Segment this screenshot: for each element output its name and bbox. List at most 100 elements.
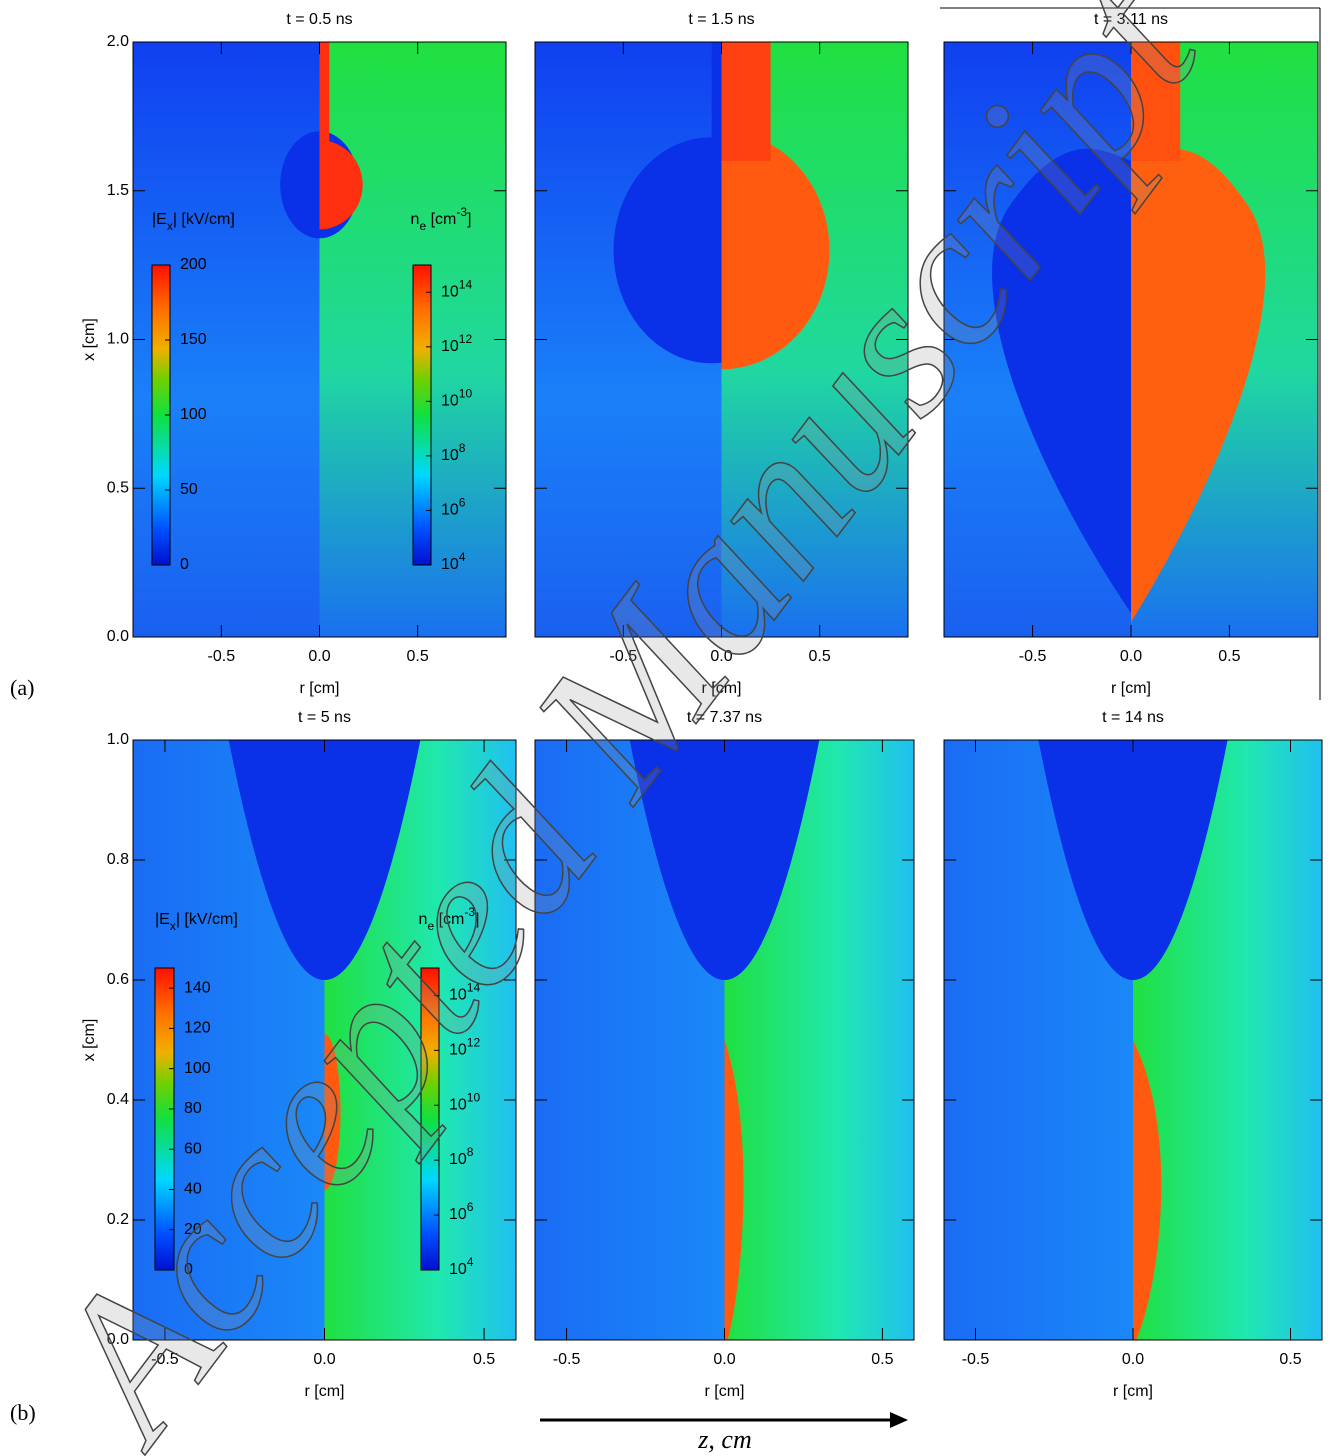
panel-label: (b) — [10, 1400, 36, 1425]
panel-title: t = 14 ns — [1102, 709, 1164, 726]
colorbar-tick-label: 1010 — [441, 387, 472, 410]
field-shape — [319, 140, 363, 230]
tick-exponent: 10 — [459, 387, 473, 401]
field-shape — [324, 1034, 341, 1190]
colorbar — [420, 967, 440, 1271]
colorbar-title-part: x — [167, 219, 173, 233]
colorbar-title-part: | [kV/cm] — [176, 911, 238, 928]
y-tick-label: 1.5 — [107, 182, 129, 199]
panel-label: (a) — [10, 675, 34, 700]
tick-base: 10 — [449, 1261, 467, 1278]
x-tick-label: 0.0 — [1122, 1351, 1144, 1368]
tick-exponent: 6 — [467, 1200, 474, 1214]
x-tick-label: 0.5 — [1218, 648, 1240, 665]
field-shape — [1038, 740, 1228, 980]
tick-exponent: 12 — [459, 332, 473, 346]
x-tick-label: -0.5 — [208, 648, 236, 665]
colorbar-tick-label: 106 — [449, 1200, 474, 1223]
x-tick-label: -0.5 — [553, 1351, 581, 1368]
tick-exponent: 8 — [467, 1145, 474, 1159]
colorbar-tick-label: 0 — [184, 1261, 193, 1278]
y-tick-label: 0.0 — [107, 1331, 129, 1348]
x-tick-label: 0.5 — [473, 1351, 495, 1368]
colorbar-tick-label: 60 — [184, 1140, 202, 1157]
colorbar-title-part: [cm — [434, 911, 464, 928]
panel-title: t = 0.5 ns — [286, 11, 352, 28]
field-shape — [228, 740, 421, 980]
panel-title: t = 1.5 ns — [688, 11, 754, 28]
colorbar-tick-label: 104 — [449, 1255, 474, 1278]
z-arrow-head — [890, 1412, 908, 1428]
tick-base: 10 — [449, 987, 467, 1004]
colorbar — [154, 967, 175, 1271]
colorbar-title-part: | [kV/cm] — [173, 211, 235, 228]
colorbar-title-part: n — [411, 211, 420, 228]
panels: -0.5 0.0 0.5 0.0 0.5 1.0 1.5 2.0 t = 0.5 ns r [cm… — [81, 11, 1323, 1400]
x-axis-label: r [cm] — [1113, 1383, 1153, 1400]
colorbar-tick-label: 1014 — [449, 981, 480, 1004]
field-map — [944, 42, 1318, 637]
colorbar-title-part: [cm — [426, 211, 456, 228]
x-tick-label: 0.0 — [308, 648, 330, 665]
tick-exponent: 6 — [459, 496, 466, 510]
colorbar-title-part: -3 — [456, 205, 467, 219]
y-tick-label: 0.8 — [107, 851, 129, 868]
x-axis-label: r [cm] — [1111, 680, 1151, 697]
colorbar-tick-label: 20 — [184, 1221, 202, 1238]
tick-base: 10 — [449, 1151, 467, 1168]
colorbar-tick-label: 120 — [184, 1020, 211, 1037]
y-tick-label: 0.6 — [107, 971, 129, 988]
x-tick-label: 0.5 — [809, 648, 831, 665]
field-shape — [629, 740, 820, 980]
colorbar-tick-label: 108 — [441, 441, 466, 464]
y-axis-label: x [cm] — [81, 318, 98, 361]
colorbar-title-part: |E — [152, 211, 167, 228]
y-axis-label: x [cm] — [81, 1019, 98, 1062]
colorbar-title: |Ex| [kV/cm] — [155, 911, 238, 933]
field-shape — [1133, 1040, 1162, 1340]
field-shape — [711, 42, 722, 161]
x-tick-label: -0.5 — [610, 648, 638, 665]
x-tick-label: 0.0 — [710, 648, 732, 665]
panel-title: t = 3.11 ns — [1094, 11, 1168, 28]
tick-base: 10 — [441, 393, 459, 410]
colorbar-tick-label: 50 — [180, 481, 198, 498]
colorbar-tick-label: 1012 — [449, 1036, 480, 1059]
x-axis-label: r [cm] — [705, 1383, 745, 1400]
y-tick-label: 2.0 — [107, 33, 129, 50]
field-shape — [721, 131, 830, 370]
colorbar-title-part: e — [419, 219, 426, 233]
tick-base: 10 — [441, 283, 459, 300]
colorbar-tick-label: 140 — [184, 979, 211, 996]
colorbar-tick-label: 0 — [180, 556, 189, 573]
field-shape — [724, 1040, 744, 1340]
field-shape — [1131, 148, 1266, 623]
field-shape — [992, 148, 1131, 614]
tick-base: 10 — [449, 1042, 467, 1059]
colorbar-tick-label: 200 — [180, 256, 207, 273]
colorbar-title: |Ex| [kV/cm] — [152, 211, 235, 233]
tick-base: 10 — [449, 1206, 467, 1223]
colorbar-tick-label: 106 — [441, 496, 466, 519]
y-tick-label: 1.0 — [107, 731, 129, 748]
tick-exponent: 8 — [459, 441, 466, 455]
colorbar-tick-label: 150 — [180, 331, 207, 348]
arrow-label: z, cm — [697, 1425, 751, 1454]
field-shape — [1131, 42, 1181, 161]
x-tick-label: -0.5 — [151, 1351, 179, 1368]
field-shape — [721, 42, 771, 161]
x-tick-label: 0.0 — [1120, 648, 1142, 665]
colorbar-title-part: |E — [155, 911, 170, 928]
colorbar-title-part: -3 — [464, 905, 475, 919]
x-tick-label: -0.5 — [1019, 648, 1047, 665]
colorbar-title: ne [cm-3] — [411, 205, 472, 233]
colorbar-tick-label: 108 — [449, 1145, 474, 1168]
x-axis-label: r [cm] — [305, 1383, 345, 1400]
tick-exponent: 10 — [467, 1090, 481, 1104]
tick-base: 10 — [441, 556, 459, 573]
y-tick-label: 0.2 — [107, 1211, 129, 1228]
x-tick-label: 0.0 — [313, 1351, 335, 1368]
colorbar-title-part: x — [170, 919, 176, 933]
tick-exponent: 4 — [459, 550, 466, 564]
tick-base: 10 — [441, 447, 459, 464]
